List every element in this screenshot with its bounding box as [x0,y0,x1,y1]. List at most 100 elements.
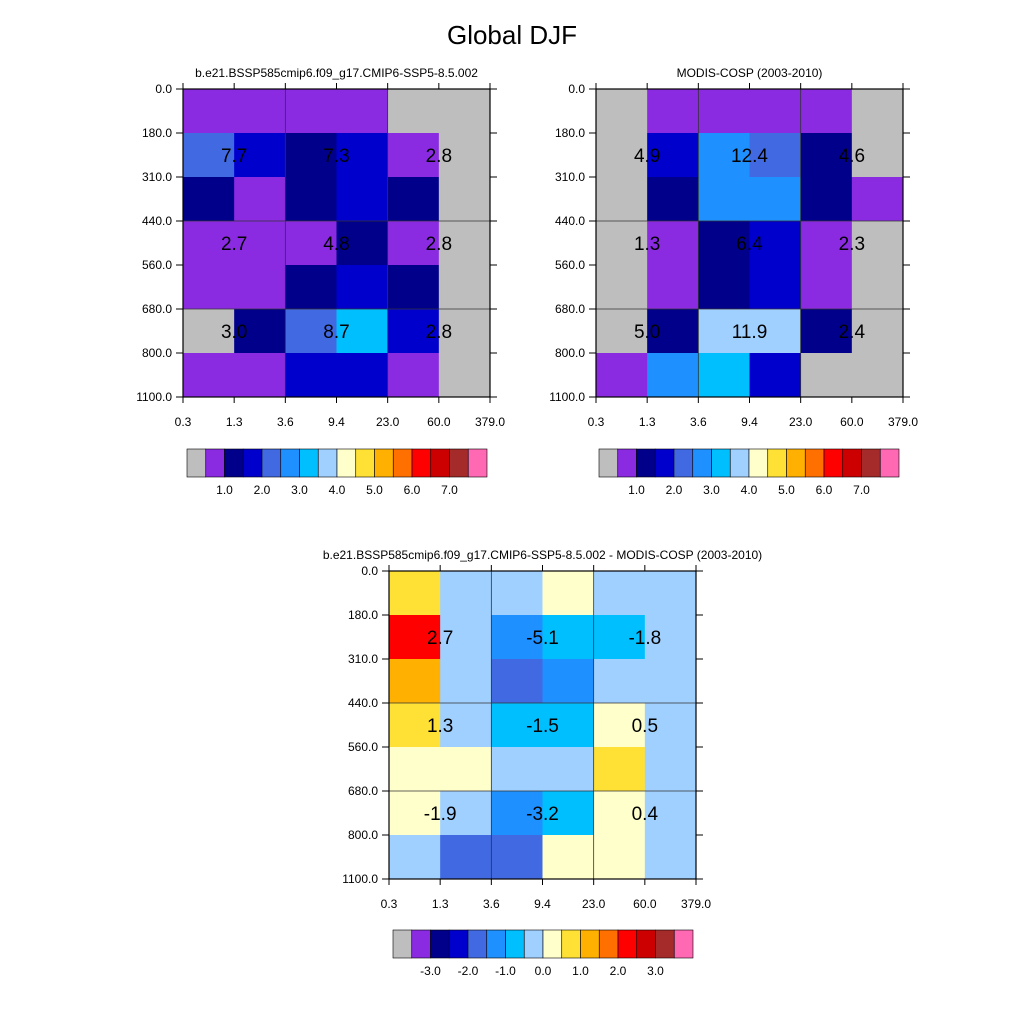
y-tick-label: 1100.0 [549,390,585,404]
heatmap-cell [183,133,235,178]
heatmap-cell [183,221,235,266]
heatmap-cell [389,571,441,616]
heatmap-cell [491,615,543,660]
x-tick-label: 9.4 [741,415,758,429]
heatmap-cell [438,265,491,310]
colorbar-label: 1.0 [628,483,645,497]
heatmap-cell [800,265,853,310]
heatmap-cell [698,309,750,354]
x-tick-label: 9.4 [328,415,345,429]
y-tick-label: 680.0 [555,302,585,316]
y-tick-label: 180.0 [555,126,585,140]
heatmap-cell [440,703,492,748]
heatmap-cell [491,703,543,748]
heatmap-cell [593,791,646,836]
y-tick-label: 440.0 [348,696,378,710]
heatmap-cell [749,221,802,266]
heatmap-cell [491,747,543,792]
colorbar-swatch [598,929,619,959]
heatmap-cell [387,221,440,266]
x-tick-label: 379.0 [888,415,918,429]
heatmap-cell [234,309,286,354]
heatmap-cell [542,615,595,660]
panel-title: b.e21.BSSP585cmip6.f09_g17.CMIP6-SSP5-8.… [195,66,478,80]
heatmap-cell [285,265,337,310]
colorbar-swatch [242,448,263,478]
heatmap-cell [647,353,699,398]
colorbar-swatch [861,448,881,478]
colorbar-swatch [673,448,694,478]
x-tick-label: 23.0 [789,415,813,429]
heatmap-cell [800,221,853,266]
colorbar-label: 7.0 [441,483,458,497]
heatmap-cell [647,89,699,134]
block-value-label: 7.3 [323,146,349,167]
heatmap-cell [644,703,697,748]
colorbar-swatch [205,448,225,478]
colorbar-label: 1.0 [572,964,589,978]
heatmap-cell [336,353,389,398]
colorbar-swatch [655,929,675,959]
y-tick-label: 680.0 [142,302,172,316]
heatmap-cell [438,309,491,354]
block-value-label: 1.3 [634,234,660,255]
y-tick-label: 680.0 [348,784,378,798]
heatmap-cell [387,309,440,354]
block-value-label: -5.1 [526,628,559,649]
heatmap-cell [593,703,646,748]
page-title: Global DJF [446,20,578,50]
colorbar-swatch [842,448,862,478]
heatmap-cell [542,659,595,704]
heatmap-cell [542,747,595,792]
colorbar-label: 4.0 [329,483,346,497]
heatmap-cell [596,89,648,134]
heatmap-cell [647,265,699,310]
block-value-label: 8.7 [323,322,349,343]
block-value-label: 4.9 [634,146,660,167]
colorbar-swatch [580,929,600,959]
heatmap-cell [440,747,492,792]
colorbar-swatch [505,929,525,959]
colorbar-label: 2.0 [254,483,271,497]
colorbar-swatch [449,448,469,478]
heatmap-cell [234,177,286,222]
colorbar-swatch [374,448,394,478]
heatmap-cell [596,177,648,222]
heatmap-cell [698,353,750,398]
colorbar-swatch [467,929,488,959]
y-tick-label: 1100.0 [342,872,378,886]
panel-title: b.e21.BSSP585cmip6.f09_g17.CMIP6-SSP5-8.… [323,548,762,562]
x-tick-label: 0.3 [175,415,192,429]
heatmap-cell [800,353,853,398]
heatmap-cell [800,309,853,354]
colorbar-swatch [280,448,300,478]
heatmap-cell [851,221,904,266]
colorbar-label: 7.0 [853,483,870,497]
heatmap-cell [749,89,802,134]
block-value-label: 4.8 [323,234,349,255]
heatmap-cell [234,353,286,398]
heatmap-cell [800,177,853,222]
x-tick-label: 0.3 [588,415,605,429]
y-tick-label: 800.0 [555,346,585,360]
heatmap-cell [596,221,648,266]
block-value-label: -3.2 [526,804,559,825]
y-tick-label: 560.0 [348,740,378,754]
y-tick-label: 800.0 [348,828,378,842]
heatmap-cell [387,177,440,222]
heatmap-cell [438,353,491,398]
colorbar-swatch [617,448,637,478]
colorbar-label: 0.0 [535,964,552,978]
block-value-label: 2.4 [839,322,866,343]
colorbar-swatch [523,929,544,959]
colorbar-swatch [748,448,769,478]
heatmap-cell [440,835,492,880]
block-value-label: 12.4 [731,146,768,167]
heatmap-cell [387,89,440,134]
x-tick-label: 3.6 [690,415,707,429]
colorbar-swatch [879,448,900,478]
colorbar-swatch [336,448,357,478]
heatmap-cell [336,177,389,222]
colorbar-swatch [317,448,338,478]
